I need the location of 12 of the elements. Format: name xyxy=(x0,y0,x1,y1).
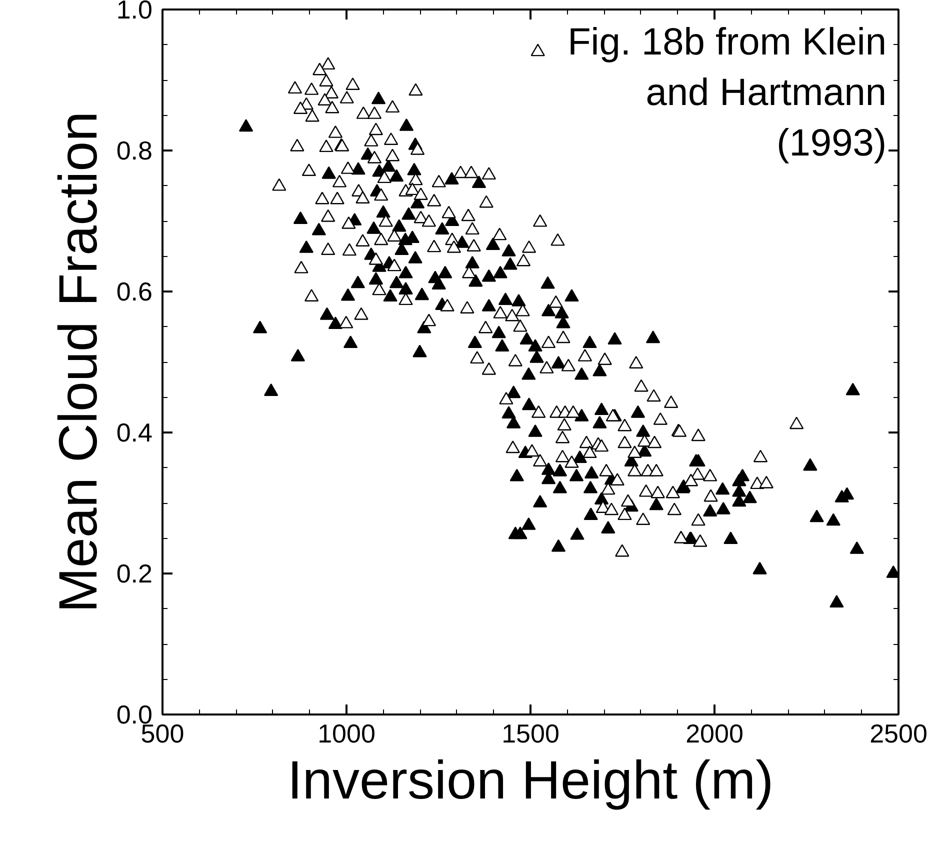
y-tick-label: 0.8 xyxy=(116,136,153,166)
x-axis-title: Inversion Height (m) xyxy=(287,750,774,810)
y-axis-title: Mean Cloud Fraction xyxy=(48,111,108,613)
x-tick-label: 1000 xyxy=(318,718,376,748)
x-tick-label: 2500 xyxy=(870,718,928,748)
y-tick-label: 0.4 xyxy=(116,418,153,448)
x-tick-label: 1500 xyxy=(502,718,560,748)
y-tick-label: 0.6 xyxy=(116,276,153,306)
y-tick-label: 0.2 xyxy=(116,558,153,588)
annotation: Fig. 18b from Klein and Hartmann (1993) xyxy=(568,22,887,164)
y-tick-label: 1.0 xyxy=(116,0,153,24)
x-tick-label: 2000 xyxy=(686,718,744,748)
